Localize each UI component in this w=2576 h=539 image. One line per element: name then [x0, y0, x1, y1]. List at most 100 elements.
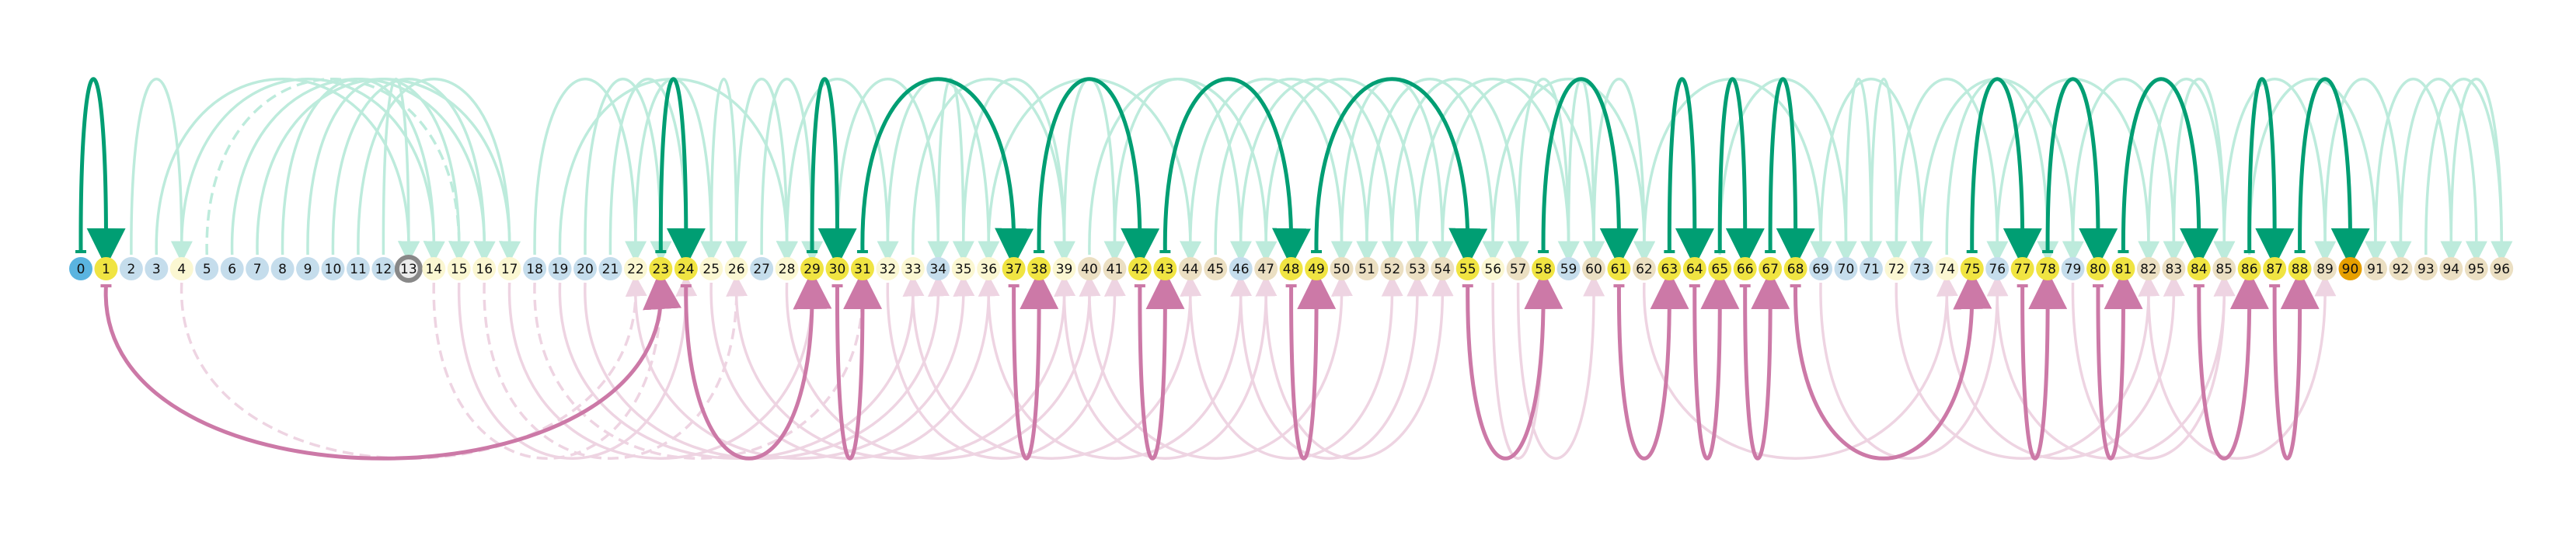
- state-node-circle: [1405, 257, 1429, 280]
- state-node-circle: [94, 257, 118, 280]
- state-node-label: 89: [2316, 262, 2334, 277]
- faint-arc-8-to-14: [281, 78, 445, 263]
- faint-arc-4-to-14: [180, 78, 445, 263]
- state-node-circle: [750, 257, 774, 280]
- state-node-circle: [1052, 257, 1076, 280]
- state-node-57: 57: [1506, 257, 1530, 280]
- highlighted-transition-arcs: [75, 77, 2370, 461]
- state-node-40: 40: [1078, 257, 1101, 280]
- state-node-49: 49: [1305, 257, 1329, 280]
- state-node-73: 73: [1909, 257, 1933, 280]
- state-node-label: 44: [1182, 262, 1199, 277]
- state-node-48: 48: [1279, 257, 1303, 280]
- state-node-label: 6: [228, 262, 236, 277]
- state-node-17: 17: [497, 257, 521, 280]
- state-node-circle: [1657, 257, 1682, 280]
- state-node-95: 95: [2464, 257, 2488, 280]
- state-node-circle: [1078, 257, 1101, 280]
- faint-arc-47-to-53: [1264, 78, 1429, 263]
- faint-arc-26-to-28: [734, 78, 798, 263]
- state-node-circle: [447, 257, 471, 280]
- state-node-label: 49: [1308, 262, 1325, 277]
- state-node-label: 56: [1484, 262, 1501, 277]
- state-node-circle: [649, 257, 673, 280]
- faint-arc-85-to-89: [2222, 78, 2337, 263]
- highlighted-arc-81-to-84: [2121, 77, 2219, 267]
- state-node-label: 31: [854, 262, 871, 277]
- state-node-18: 18: [523, 257, 547, 280]
- state-node-circle: [1002, 257, 1026, 280]
- faint-arc-71-to-72: [1870, 78, 1908, 263]
- state-node-label: 64: [1686, 262, 1703, 277]
- state-node-circle: [1834, 257, 1858, 280]
- state-node-row: 0 1 2 3 4 5 6 7 8 9 10 11 12 13 14 15 16 17 18 19 20 21 22 23 24…: [69, 255, 2514, 283]
- state-node-circle: [2414, 257, 2438, 280]
- state-node-label: 47: [1257, 262, 1274, 277]
- state-node-circle: [1582, 257, 1605, 280]
- state-node-label: 36: [980, 262, 997, 277]
- state-node-circle: [2036, 257, 2060, 280]
- state-node-13: 13: [394, 255, 423, 283]
- state-node-29: 29: [800, 257, 824, 280]
- state-node-12: 12: [371, 257, 396, 280]
- faint-arc-94-to-96: [2449, 78, 2513, 263]
- state-node-45: 45: [1204, 257, 1228, 280]
- faint-arc-46-to-53: [1239, 274, 1429, 460]
- state-node-88: 88: [2288, 257, 2312, 280]
- state-node-circle: [623, 257, 647, 280]
- state-node-label: 22: [627, 262, 644, 277]
- faint-arc-51-to-56: [1365, 78, 1504, 263]
- highlighted-arc-29-to-30: [810, 77, 857, 267]
- state-node-label: 40: [1081, 262, 1098, 277]
- state-node-label: 14: [425, 262, 442, 277]
- state-node-circle: [119, 257, 143, 280]
- state-node-16: 16: [472, 257, 497, 280]
- highlighted-arc-48-to-49: [1289, 270, 1337, 461]
- state-node-circle: [2464, 257, 2488, 280]
- state-node-circle: [296, 257, 320, 280]
- faint-arc-16-to-26: [483, 274, 748, 460]
- state-node-label: 46: [1232, 262, 1250, 277]
- state-node-label: 45: [1207, 262, 1224, 277]
- state-node-circle: [2490, 257, 2514, 280]
- state-node-circle: [2086, 257, 2110, 280]
- highlighted-arc-37-to-38: [1012, 270, 1059, 461]
- highlighted-arc-63-to-64: [1667, 77, 1714, 267]
- state-node-circle: [145, 257, 169, 280]
- state-node-93: 93: [2414, 257, 2438, 280]
- state-node-label: 9: [304, 262, 312, 277]
- state-node-34: 34: [926, 257, 950, 280]
- state-node-circle: [472, 257, 497, 280]
- state-node-51: 51: [1354, 257, 1379, 280]
- state-node-60: 60: [1582, 257, 1605, 280]
- state-node-96: 96: [2490, 257, 2514, 280]
- faint-arc-28-to-32: [785, 78, 899, 263]
- state-node-63: 63: [1657, 257, 1682, 280]
- faint-arc-9-to-15: [306, 78, 471, 263]
- state-node-label: 68: [1787, 262, 1804, 277]
- state-node-circle: [169, 257, 193, 280]
- state-node-circle: [800, 257, 824, 280]
- faint-arc-2-to-4: [130, 78, 193, 263]
- highlighted-arc-78-to-80: [2045, 77, 2118, 267]
- faint-arc-27-to-29: [760, 78, 824, 263]
- faint-arc-14-to-23: [432, 274, 672, 460]
- highlighted-arc-65-to-66: [1717, 77, 1765, 267]
- state-node-label: 4: [177, 262, 186, 277]
- faint-arc-79-to-83: [2071, 78, 2185, 263]
- state-node-circle: [246, 257, 270, 280]
- state-node-circle: [1128, 257, 1152, 280]
- state-node-label: 39: [1056, 262, 1073, 277]
- state-node-label: 27: [753, 262, 770, 277]
- state-node-65: 65: [1708, 257, 1732, 280]
- state-node-label: 75: [1964, 262, 1981, 277]
- state-node-circle: [598, 257, 622, 280]
- highlighted-arc-75-to-77: [1970, 77, 2042, 267]
- state-node-circle: [523, 257, 547, 280]
- highlighted-arc-31-to-37: [860, 77, 1034, 267]
- state-node-89: 89: [2313, 257, 2337, 280]
- state-node-39: 39: [1052, 257, 1076, 280]
- faint-arc-35-to-39: [961, 78, 1075, 263]
- state-node-circle: [876, 257, 900, 280]
